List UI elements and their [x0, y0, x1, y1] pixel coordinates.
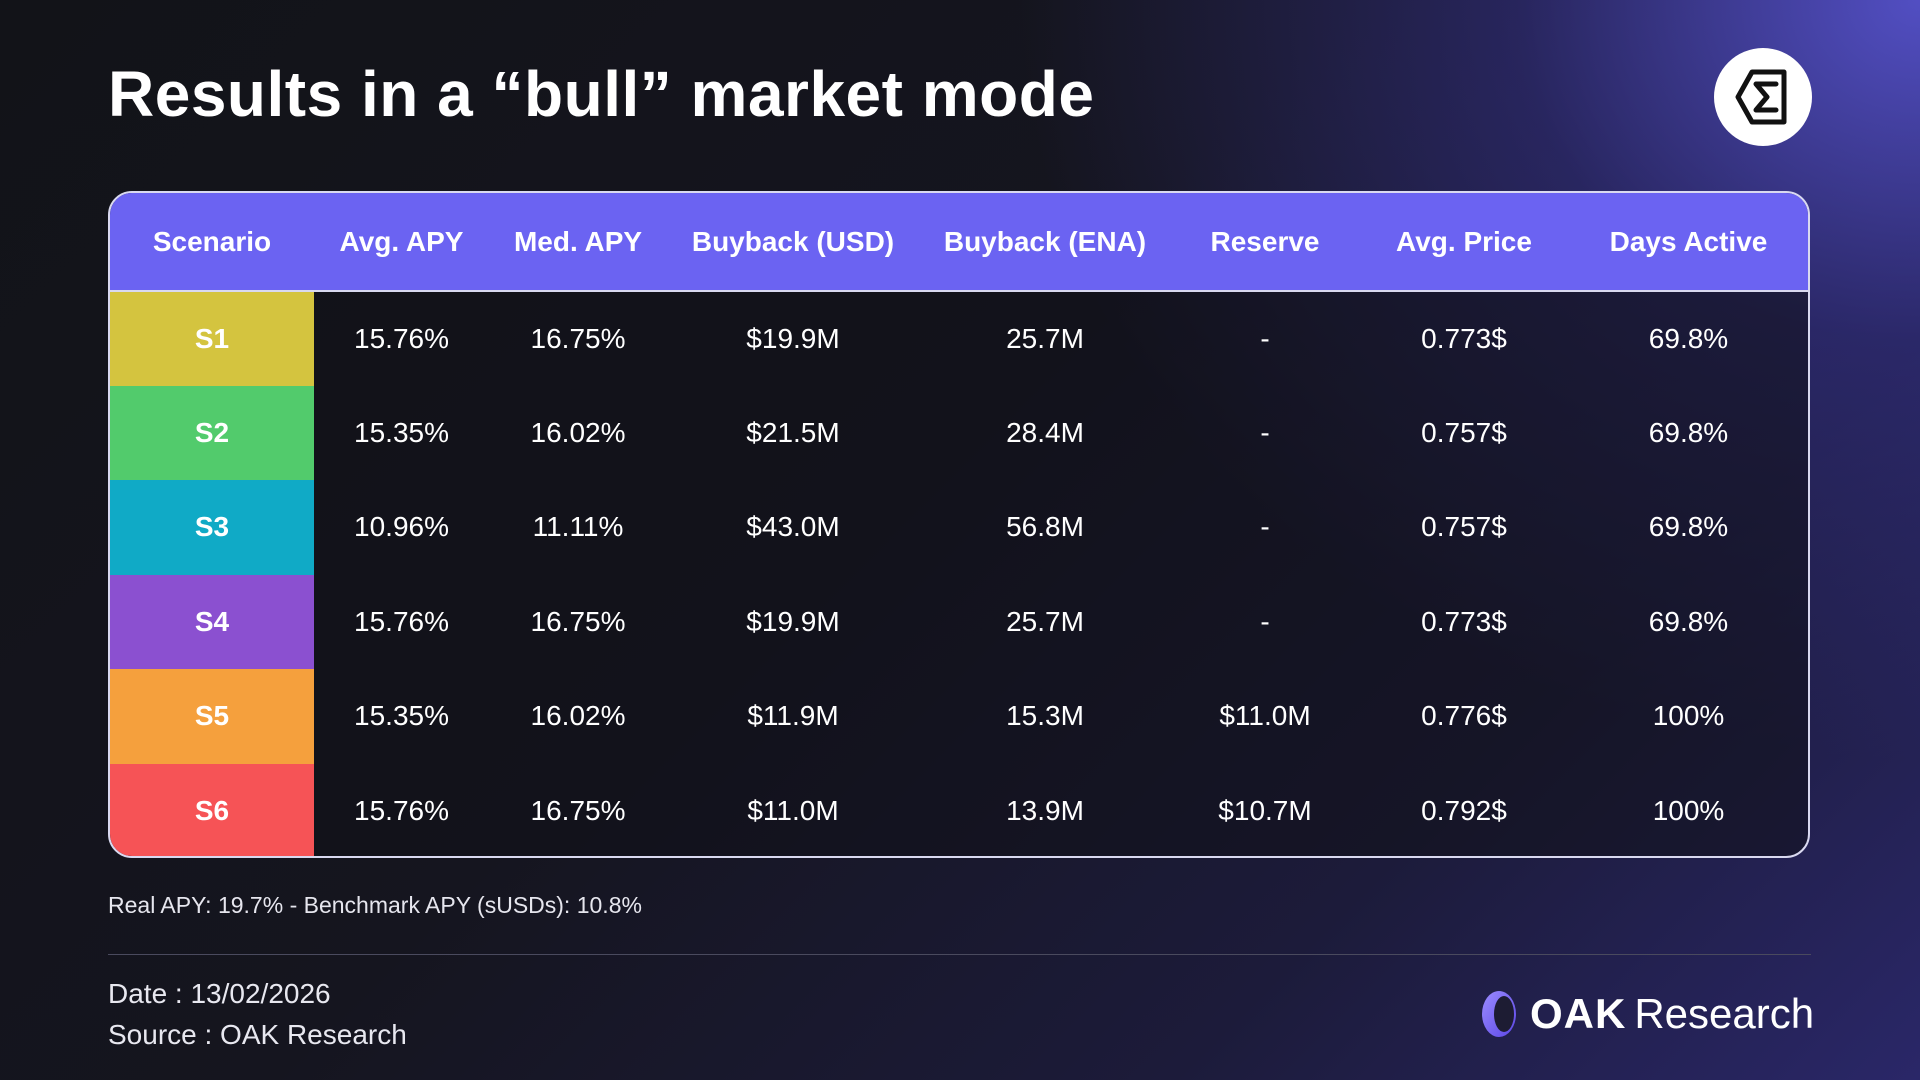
- column-header: Reserve: [1171, 193, 1359, 292]
- column-header: Avg. APY: [314, 193, 489, 292]
- scenario-cell: S6: [110, 763, 314, 856]
- med-apy-cell: 16.02%: [530, 700, 626, 732]
- scenario-cell: S4: [110, 574, 314, 669]
- days-active-cell: 69.8%: [1648, 416, 1729, 448]
- buyback-usd-cell: $21.5M: [746, 416, 840, 448]
- buyback-ena-cell: 25.7M: [1006, 605, 1084, 637]
- avg-price-cell: 0.757$: [1421, 511, 1507, 543]
- table-row: S4 15.76% 16.75% $19.9M 25.7M - 0.773$ 69.8%: [110, 574, 1808, 669]
- scenario-cell: S2: [110, 385, 314, 480]
- buyback-ena-cell: 28.4M: [1006, 416, 1084, 448]
- table-row: S3 10.96% 11.11% $43.0M 56.8M - 0.757$ 69.8%: [110, 480, 1808, 575]
- days-active-cell: 69.8%: [1648, 511, 1729, 543]
- column-header: Buyback (USD): [667, 193, 919, 292]
- avg-apy-cell: 15.35%: [354, 700, 449, 732]
- table-row: S2 15.35% 16.02% $21.5M 28.4M - 0.757$ 69.8%: [110, 385, 1808, 480]
- avg-apy-cell: 15.76%: [354, 605, 449, 637]
- results-table: Scenario Avg. APY Med. APY Buyback (USD) Buy…: [110, 193, 1808, 856]
- scenario-cell: S1: [110, 291, 314, 386]
- footer-divider: [108, 954, 1811, 955]
- brand-oak-text: OAK: [1530, 990, 1627, 1037]
- apy-footnote: Real APY: 19.7% - Benchmark APY (sUSDs):…: [108, 892, 642, 918]
- avg-apy-cell: 15.35%: [354, 416, 449, 448]
- source-label: Source : OAK Research: [108, 1019, 407, 1050]
- days-active-cell: 100%: [1652, 794, 1725, 826]
- avg-apy-cell: 10.96%: [354, 511, 449, 543]
- column-header: Scenario: [110, 193, 314, 292]
- reserve-cell: -: [1260, 416, 1270, 448]
- avg-price-cell: 0.757$: [1421, 416, 1507, 448]
- table-row: S6 15.76% 16.75% $11.0M 13.9M $10.7M 0.792$ 100…: [110, 763, 1808, 856]
- buyback-usd-cell: $19.9M: [746, 322, 840, 354]
- column-header: Buyback (ENA): [919, 193, 1171, 292]
- buyback-ena-cell: 56.8M: [1006, 511, 1084, 543]
- buyback-ena-cell: 15.3M: [1006, 700, 1084, 732]
- days-active-cell: 69.8%: [1648, 605, 1729, 637]
- buyback-ena-cell: 25.7M: [1006, 322, 1084, 354]
- avg-apy-cell: 15.76%: [354, 322, 449, 354]
- table-header-row: Scenario Avg. APY Med. APY Buyback (USD) Buy…: [110, 193, 1808, 292]
- brand-research-text: Research: [1634, 990, 1815, 1037]
- avg-price-cell: 0.776$: [1421, 700, 1507, 732]
- reserve-cell: -: [1260, 511, 1270, 543]
- reserve-cell: $10.7M: [1218, 794, 1312, 826]
- scenario-cell: S5: [110, 669, 314, 764]
- buyback-usd-cell: $19.9M: [746, 605, 840, 637]
- days-active-cell: 69.8%: [1648, 322, 1729, 354]
- buyback-usd-cell: $43.0M: [746, 511, 840, 543]
- scenario-cell: S3: [110, 480, 314, 575]
- med-apy-cell: 16.02%: [530, 416, 626, 448]
- table-row: S1 15.76% 16.75% $19.9M 25.7M - 0.773$ 69.8%: [110, 291, 1808, 386]
- reserve-cell: -: [1260, 605, 1270, 637]
- page-title: Results in a “bull” market mode: [108, 58, 1095, 130]
- date-label: Date : 13/02/2026: [108, 978, 331, 1009]
- column-header: Med. APY: [489, 193, 667, 292]
- sigma-logo: [1714, 48, 1812, 146]
- buyback-usd-cell: $11.0M: [747, 794, 839, 826]
- med-apy-cell: 11.11%: [532, 511, 624, 543]
- table-body: S1 15.76% 16.75% $19.9M 25.7M - 0.773$ 69.8% S2 1…: [110, 291, 1808, 856]
- table-row: S5 15.35% 16.02% $11.9M 15.3M $11.0M 0.776$ 100…: [110, 669, 1808, 764]
- results-table-container: Scenario Avg. APY Med. APY Buyback (USD) Buy…: [108, 191, 1810, 858]
- avg-price-cell: 0.773$: [1421, 322, 1507, 354]
- med-apy-cell: 16.75%: [530, 794, 626, 826]
- column-header: Avg. Price: [1359, 193, 1569, 292]
- buyback-ena-cell: 13.9M: [1006, 794, 1084, 826]
- buyback-usd-cell: $11.9M: [747, 700, 839, 732]
- oak-research-logo: OAK Research: [1476, 986, 1814, 1042]
- days-active-cell: 100%: [1652, 700, 1725, 732]
- med-apy-cell: 16.75%: [530, 322, 626, 354]
- med-apy-cell: 16.75%: [530, 605, 626, 637]
- avg-apy-cell: 15.76%: [354, 794, 449, 826]
- reserve-cell: -: [1260, 322, 1270, 354]
- sigma-shield-icon: [1735, 69, 1787, 125]
- reserve-cell: $11.0M: [1219, 700, 1311, 732]
- avg-price-cell: 0.773$: [1421, 605, 1507, 637]
- column-header: Days Active: [1569, 193, 1808, 292]
- avg-price-cell: 0.792$: [1421, 794, 1507, 826]
- oak-logo-icon: [1482, 991, 1516, 1037]
